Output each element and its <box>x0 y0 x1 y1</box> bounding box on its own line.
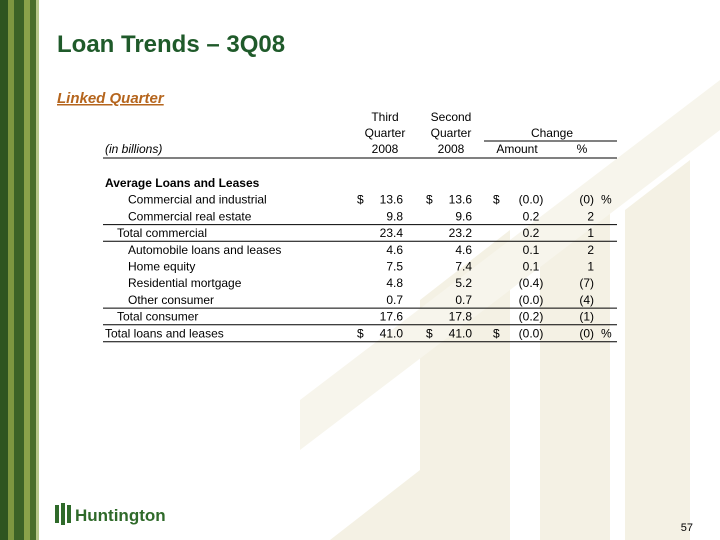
cell: 23.2 <box>449 226 473 240</box>
cell: 41.0 <box>380 326 404 340</box>
cell: 23.4 <box>380 226 404 240</box>
title: Loan Trends – 3Q08 <box>57 31 285 58</box>
watermark <box>300 80 720 540</box>
cell: 41.0 <box>449 326 473 340</box>
column-header: Quarter <box>431 126 472 140</box>
cell: 2 <box>587 209 594 223</box>
cell: (4) <box>579 293 594 307</box>
column-header: % <box>577 142 588 156</box>
cell: 0.7 <box>455 293 472 307</box>
units-label: (in billions) <box>105 142 162 156</box>
cell: 0.2 <box>523 226 540 240</box>
page-number: 57 <box>681 522 693 534</box>
row-label: Residential mortgage <box>128 276 242 290</box>
row-label: Total loans and leases <box>105 326 224 340</box>
cell: 9.8 <box>386 209 403 223</box>
currency-sign: $ <box>426 326 433 340</box>
currency-sign: $ <box>426 193 433 207</box>
cell: 13.6 <box>380 193 404 207</box>
cell: 4.8 <box>386 276 403 290</box>
currency-sign: $ <box>357 326 364 340</box>
cell: 4.6 <box>386 243 403 257</box>
logo-text: Huntington <box>75 506 166 525</box>
row-label: Total consumer <box>117 310 198 324</box>
loan-table: Third Quarter 2008 Second Quarter 2008 Change (… <box>103 110 617 343</box>
cell: 5.2 <box>455 276 472 290</box>
row-label: Average Loans and Leases <box>105 176 260 190</box>
cell: 0.1 <box>523 243 540 257</box>
cell: 4.6 <box>455 243 472 257</box>
cell: (0.2) <box>519 310 544 324</box>
cell: 0.7 <box>386 293 403 307</box>
left-band <box>0 0 39 540</box>
cell: 7.4 <box>455 260 472 274</box>
cell: 9.6 <box>455 209 472 223</box>
cell: (0.0) <box>519 326 544 340</box>
row-label: Commercial and industrial <box>128 193 267 207</box>
cell: 1 <box>587 260 594 274</box>
cell: (0) <box>579 326 594 340</box>
row-label: Total commercial <box>117 226 207 240</box>
cell: 13.6 <box>449 193 473 207</box>
cell: 0.2 <box>523 209 540 223</box>
cell: (0.0) <box>519 293 544 307</box>
column-header: 2008 <box>438 142 465 156</box>
percent-sign: % <box>601 326 612 340</box>
percent-sign: % <box>601 193 612 207</box>
cell: 0.1 <box>523 260 540 274</box>
cell: (1) <box>579 310 594 324</box>
cell: 17.6 <box>380 310 404 324</box>
column-header: Quarter <box>365 126 406 140</box>
cell: 7.5 <box>386 260 403 274</box>
row-label: Commercial real estate <box>128 209 252 223</box>
cell: (0.0) <box>519 193 544 207</box>
cell: (0.4) <box>519 276 544 290</box>
column-header: Second <box>431 110 472 124</box>
cell: 1 <box>587 226 594 240</box>
row-label: Automobile loans and leases <box>128 243 281 257</box>
logo: Huntington <box>55 503 166 525</box>
column-header: Third <box>371 110 398 124</box>
column-header: Amount <box>496 142 538 156</box>
row-label: Home equity <box>128 260 195 274</box>
currency-sign: $ <box>493 193 500 207</box>
currency-sign: $ <box>493 326 500 340</box>
currency-sign: $ <box>357 193 364 207</box>
row-label: Other consumer <box>128 293 214 307</box>
cell: 2 <box>587 243 594 257</box>
cell: 17.8 <box>449 310 473 324</box>
cell: (7) <box>579 276 594 290</box>
column-header: Change <box>531 126 573 140</box>
column-header: 2008 <box>372 142 399 156</box>
subtitle: Linked Quarter <box>57 90 165 107</box>
cell: (0) <box>579 193 594 207</box>
